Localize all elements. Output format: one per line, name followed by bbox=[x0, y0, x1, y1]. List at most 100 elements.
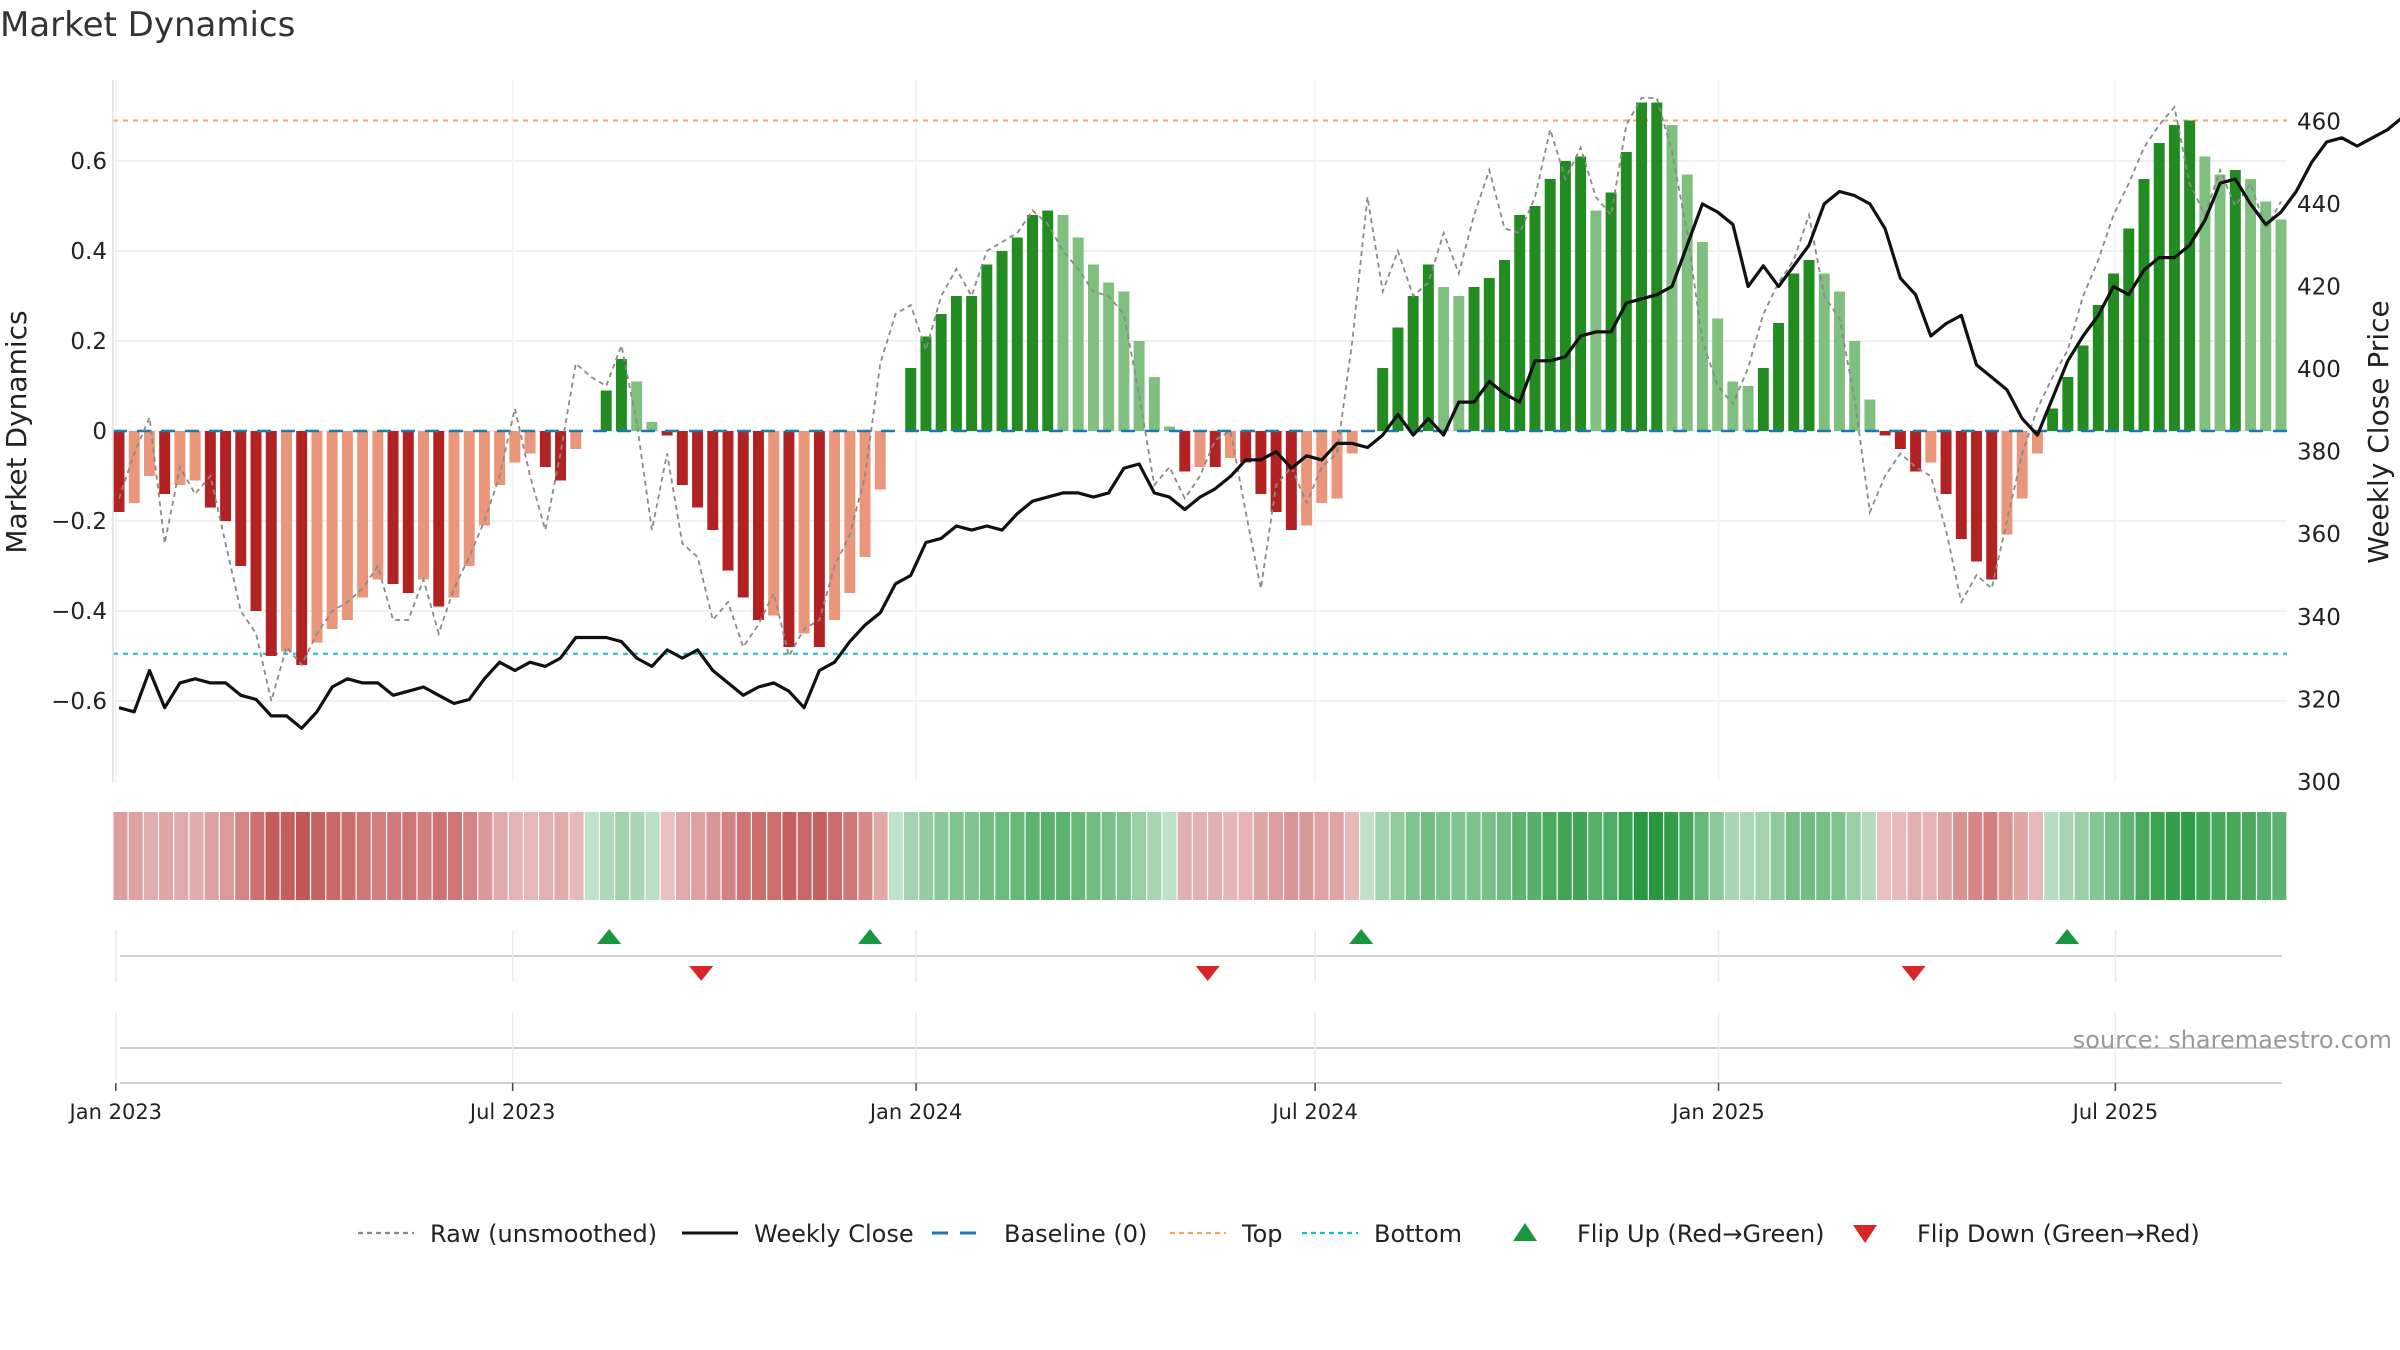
intensity-cell bbox=[645, 812, 660, 900]
left-tick-label: 0.6 bbox=[70, 149, 107, 175]
dynamics-bar bbox=[905, 368, 917, 431]
dynamics-bar bbox=[128, 431, 140, 503]
intensity-cell bbox=[1253, 812, 1268, 900]
intensity-cell bbox=[691, 812, 706, 900]
intensity-cell bbox=[782, 812, 797, 900]
intensity-cell bbox=[1785, 812, 1800, 900]
intensity-cell bbox=[174, 812, 189, 900]
intensity-cell bbox=[1937, 812, 1952, 900]
dynamics-bar bbox=[920, 336, 932, 431]
flip-up-marker bbox=[597, 929, 622, 944]
intensity-cell bbox=[797, 812, 812, 900]
x-tick-label: Jan 2023 bbox=[68, 1100, 163, 1124]
dynamics-bar bbox=[950, 296, 962, 431]
intensity-cell bbox=[1633, 812, 1648, 900]
intensity-cell bbox=[1299, 812, 1314, 900]
intensity-cell bbox=[447, 812, 462, 900]
left-tick-label: −0.2 bbox=[51, 509, 107, 535]
dynamics-bar bbox=[1544, 179, 1556, 431]
intensity-cell bbox=[417, 812, 432, 900]
intensity-cell bbox=[676, 812, 691, 900]
dynamics-bar bbox=[981, 264, 993, 431]
intensity-cell bbox=[1390, 812, 1405, 900]
intensity-cell bbox=[767, 812, 782, 900]
right-tick-label: 440 bbox=[2297, 192, 2341, 218]
dynamics-bar bbox=[1696, 242, 1708, 431]
intensity-cell bbox=[1086, 812, 1101, 900]
intensity-cell bbox=[828, 812, 843, 900]
intensity-cell bbox=[2241, 812, 2256, 900]
intensity-cell bbox=[1846, 812, 1861, 900]
intensity-cell bbox=[1922, 812, 1937, 900]
left-tick-label: −0.6 bbox=[51, 689, 107, 715]
intensity-cell bbox=[1314, 812, 1329, 900]
intensity-cell bbox=[1557, 812, 1572, 900]
left-tick-label: 0.4 bbox=[70, 239, 107, 265]
legend: Raw (unsmoothed) Weekly Close Baseline (0)… bbox=[358, 1220, 2200, 1248]
dynamics-bar bbox=[341, 431, 353, 620]
chart-title: Market Dynamics bbox=[0, 5, 295, 45]
dynamics-bar bbox=[2138, 179, 2150, 431]
dynamics-bar bbox=[996, 251, 1008, 431]
dynamics-bar bbox=[1057, 215, 1069, 431]
dynamics-bar bbox=[2214, 174, 2226, 431]
intensity-cell bbox=[1010, 812, 1025, 900]
dynamics-bar bbox=[326, 431, 338, 629]
dynamics-bar bbox=[661, 431, 673, 436]
intensity-cell bbox=[873, 812, 888, 900]
dynamics-bar bbox=[1407, 296, 1419, 431]
dynamics-bar bbox=[1209, 431, 1221, 467]
dynamics-bar bbox=[737, 431, 749, 598]
intensity-cell bbox=[1618, 812, 1633, 900]
dynamics-bar bbox=[1757, 368, 1769, 431]
dynamics-bar bbox=[2245, 179, 2257, 431]
intensity-cell bbox=[204, 812, 219, 900]
dynamics-bar bbox=[159, 431, 171, 494]
intensity-cell bbox=[812, 812, 827, 900]
dynamics-bar bbox=[2184, 120, 2196, 431]
dynamics-bar bbox=[2168, 125, 2180, 431]
intensity-cell bbox=[934, 812, 949, 900]
dynamics-bar bbox=[1666, 125, 1678, 431]
dynamics-bar bbox=[935, 314, 947, 431]
dynamics-bar bbox=[2092, 305, 2104, 431]
dynamics-bar bbox=[722, 431, 734, 571]
intensity-cell bbox=[159, 812, 174, 900]
dynamics-bar bbox=[296, 431, 308, 665]
dynamics-bar bbox=[1894, 431, 1906, 449]
intensity-cell bbox=[1116, 812, 1131, 900]
dynamics-bar bbox=[2077, 345, 2089, 431]
intensity-cell bbox=[949, 812, 964, 900]
intensity-cell bbox=[1238, 812, 1253, 900]
intensity-cell bbox=[1694, 812, 1709, 900]
intensity-cell bbox=[2196, 812, 2211, 900]
dynamics-bar bbox=[1940, 431, 1952, 494]
intensity-cell bbox=[539, 812, 554, 900]
intensity-cell bbox=[463, 812, 478, 900]
dynamics-bar bbox=[600, 390, 612, 431]
intensity-cell bbox=[1071, 812, 1086, 900]
intensity-cell bbox=[143, 812, 158, 900]
dynamics-bar bbox=[1392, 327, 1404, 431]
dynamics-bar bbox=[387, 431, 399, 584]
intensity-cell bbox=[2089, 812, 2104, 900]
dynamics-bar bbox=[1377, 368, 1389, 431]
x-axis: Jan 2023 Jul 2023 Jan 2024 Jul 2024 Jan 2025… bbox=[68, 1083, 2158, 1124]
right-tick-label: 320 bbox=[2297, 687, 2341, 713]
x-tick-label: Jul 2025 bbox=[2071, 1100, 2158, 1124]
intensity-cell bbox=[1816, 812, 1831, 900]
intensity-cell bbox=[523, 812, 538, 900]
dynamics-bar bbox=[2123, 228, 2135, 431]
legend-label-raw: Raw (unsmoothed) bbox=[430, 1220, 657, 1248]
dynamics-bar bbox=[1483, 278, 1495, 431]
dynamics-bar bbox=[631, 381, 643, 431]
threshold-layer bbox=[113, 119, 2287, 655]
intensity-cell bbox=[2150, 812, 2165, 900]
intensity-cell bbox=[2181, 812, 2196, 900]
intensity-cell bbox=[1755, 812, 1770, 900]
intensity-cell bbox=[1132, 812, 1147, 900]
dynamics-bar bbox=[1971, 431, 1982, 562]
dynamics-bar bbox=[220, 431, 232, 521]
dynamics-bar bbox=[1438, 287, 1450, 431]
intensity-cell bbox=[1268, 812, 1283, 900]
